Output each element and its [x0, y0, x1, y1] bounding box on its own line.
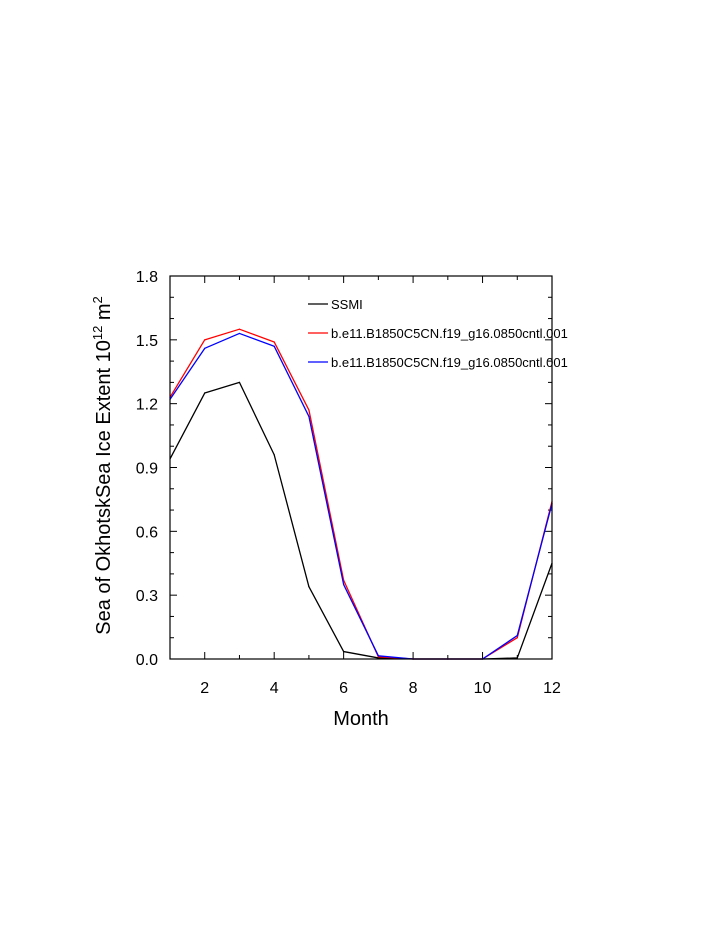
y-tick-label: 1.8: [136, 269, 158, 286]
series-1-point: [308, 586, 310, 588]
x-axis-label: Month: [333, 708, 389, 730]
series-line-3: [169, 332, 553, 660]
series-1-point: [204, 392, 206, 394]
legend-label-2: b.e11.B1850C5CN.f19_g16.0850cntl.001: [331, 326, 568, 341]
series-1-point: [516, 657, 518, 659]
x-tick-label: 12: [543, 680, 561, 697]
y-tick-label: 0.0: [136, 652, 158, 669]
series-2-point: [377, 656, 379, 658]
series-3-point: [238, 332, 241, 335]
y-tick-label: 0.9: [136, 461, 158, 478]
legend-label-1: SSMI: [331, 297, 363, 312]
series-2-point: [204, 339, 206, 341]
y-axis-label-unit: m: [93, 303, 115, 325]
y-axis-label-exponent: 12: [90, 326, 105, 340]
x-tick-label: 6: [339, 680, 348, 697]
series-3-point: [273, 345, 275, 347]
legend: SSMI b.e11.B1850C5CN.f19_g16.0850cntl.001…: [308, 297, 568, 370]
x-tick-label: 8: [409, 680, 418, 697]
series-2-point: [238, 328, 241, 330]
series-1-point: [343, 650, 345, 653]
y-tick-label: 0.6: [136, 524, 158, 541]
x-tick-label: 4: [270, 680, 279, 697]
series-3-point: [343, 583, 345, 586]
series-layer: [169, 328, 553, 660]
series-2-point: [308, 409, 310, 411]
x-tick-label: 10: [474, 680, 492, 697]
series-1-point: [238, 381, 241, 383]
series-3-point: [377, 655, 379, 657]
series-line-2: [169, 328, 553, 660]
y-tick-label: 1.5: [136, 333, 158, 350]
y-axis-label: Sea of OkhotskSea Ice Extent 1012 m2: [90, 296, 115, 635]
series-3-point: [308, 415, 310, 418]
series-3-point: [516, 634, 518, 637]
series-3-point: [204, 347, 206, 349]
y-axis-label-main: Sea of OkhotskSea Ice Extent 10: [93, 340, 115, 635]
y-axis-label-unit-exponent: 2: [90, 296, 105, 303]
legend-label-3: b.e11.B1850C5CN.f19_g16.0850cntl.001: [331, 355, 568, 370]
y-tick-label: 0.3: [136, 588, 158, 605]
y-tick-label: 1.2: [136, 397, 158, 414]
x-tick-label: 2: [200, 680, 209, 697]
series-1-point: [377, 657, 379, 659]
plot-frame: [169, 275, 553, 660]
series-2-point: [273, 341, 275, 343]
series-2-point: [516, 637, 518, 639]
series-1-point: [273, 454, 275, 456]
